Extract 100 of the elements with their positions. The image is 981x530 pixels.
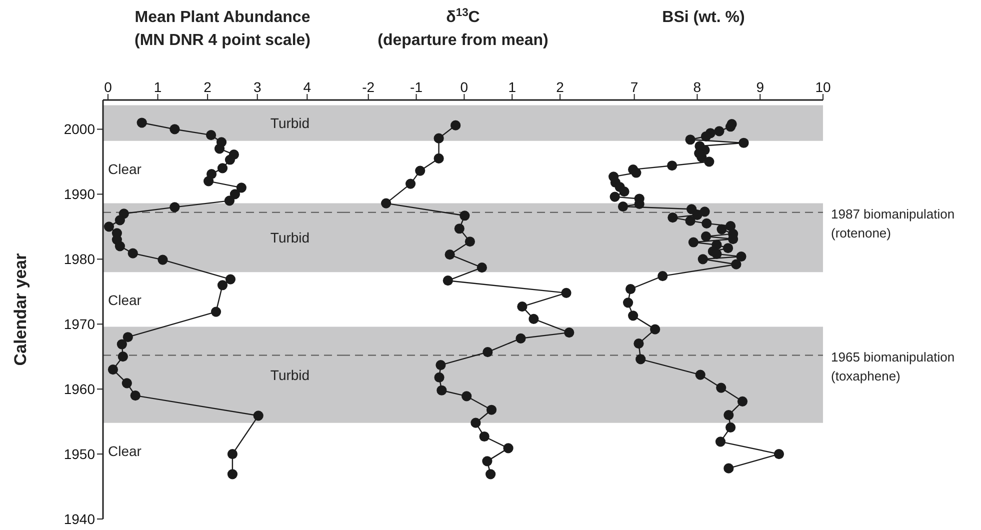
point: [436, 360, 446, 370]
point: [214, 144, 225, 154]
point: [619, 186, 630, 197]
point: [118, 352, 128, 362]
point: [204, 176, 214, 186]
point: [253, 410, 264, 421]
band-label: Turbid: [270, 366, 310, 383]
point: [224, 196, 235, 206]
point: [128, 248, 138, 258]
y-tick-label: 1960: [64, 381, 96, 398]
y-tick-label: 1940: [64, 510, 96, 527]
point: [227, 469, 238, 480]
point: [225, 274, 236, 284]
x-axis-title: δ$^{13}$C (departure from mean): [378, 7, 548, 49]
x-tick-label: 10: [815, 79, 831, 95]
x-tick-label: 7: [630, 79, 638, 95]
point: [206, 130, 216, 140]
x-tick-label: 0: [104, 79, 112, 95]
point: [381, 198, 392, 208]
point: [170, 202, 180, 212]
x-tick-label: 2: [204, 79, 212, 95]
point: [628, 310, 638, 321]
point: [464, 236, 475, 247]
annotation: Clear: [108, 160, 142, 177]
point: [650, 324, 660, 334]
point: [114, 241, 125, 252]
point: [227, 449, 238, 460]
point: [415, 166, 426, 176]
x-axis-title: Mean Plant Abundance (MN DNR 4 point scale): [134, 9, 311, 49]
annotation: Clear: [108, 442, 142, 459]
point: [476, 262, 487, 273]
point: [236, 182, 246, 193]
point: [667, 160, 678, 171]
point: [130, 390, 140, 401]
point: [108, 364, 118, 375]
x-axis-title: BSi (wt. %): [662, 9, 745, 26]
point: [516, 333, 526, 344]
point: [722, 243, 734, 254]
point: [712, 248, 722, 259]
point: [726, 422, 736, 432]
point: [668, 212, 678, 223]
point: [462, 391, 472, 402]
point: [224, 154, 236, 165]
point: [618, 202, 628, 212]
point: [622, 298, 634, 308]
point: [405, 178, 416, 189]
annotation: Clear: [108, 292, 142, 308]
point: [460, 210, 470, 221]
point: [774, 449, 784, 460]
x-tick-label: 3: [253, 79, 262, 95]
point: [702, 218, 712, 228]
point: [700, 231, 712, 242]
point: [450, 120, 461, 130]
point: [170, 124, 180, 134]
point: [122, 332, 133, 342]
point: [479, 431, 490, 442]
point: [210, 306, 222, 317]
point: [503, 443, 514, 454]
x-tick-label: 2: [556, 79, 564, 95]
point: [122, 378, 132, 388]
point: [434, 372, 444, 382]
point: [528, 314, 539, 324]
point: [726, 122, 736, 132]
x-tick-label: 8: [693, 79, 702, 95]
point: [685, 216, 696, 226]
point: [731, 259, 742, 270]
point: [716, 224, 727, 234]
point: [688, 237, 698, 248]
y-tick-label: 1950: [64, 446, 96, 462]
x-tick-label: 9: [756, 79, 764, 95]
point: [658, 271, 668, 282]
point: [724, 463, 734, 474]
point: [158, 254, 168, 265]
x-tick-label: -2: [362, 79, 375, 95]
point: [692, 210, 702, 220]
x-tick-label: 0: [460, 79, 468, 95]
x-tick-label: 1: [154, 79, 162, 95]
point: [737, 396, 748, 406]
point: [698, 254, 708, 264]
point: [700, 131, 712, 142]
point: [434, 133, 444, 144]
point: [230, 189, 240, 200]
point: [217, 280, 228, 290]
band-label: Turbid: [270, 230, 310, 246]
point: [631, 168, 642, 178]
point: [724, 410, 734, 420]
y-tick-label: 2000: [64, 121, 96, 138]
band-label: Turbid: [270, 115, 310, 132]
point: [736, 252, 746, 262]
y-tick-label: 1970: [64, 316, 96, 332]
x-tick-label: -1: [410, 79, 423, 95]
point: [610, 192, 620, 202]
point: [715, 436, 726, 447]
point: [486, 404, 497, 415]
point: [695, 370, 706, 380]
point: [436, 385, 447, 396]
point: [470, 418, 481, 428]
point: [625, 284, 636, 294]
point: [482, 456, 492, 466]
ref-line-label: 1987 biomanipulation (rotenone): [831, 206, 955, 240]
